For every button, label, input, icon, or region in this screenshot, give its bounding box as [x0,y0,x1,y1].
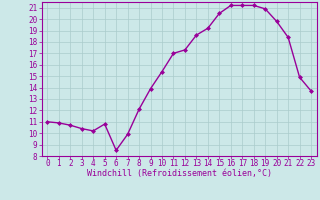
X-axis label: Windchill (Refroidissement éolien,°C): Windchill (Refroidissement éolien,°C) [87,169,272,178]
